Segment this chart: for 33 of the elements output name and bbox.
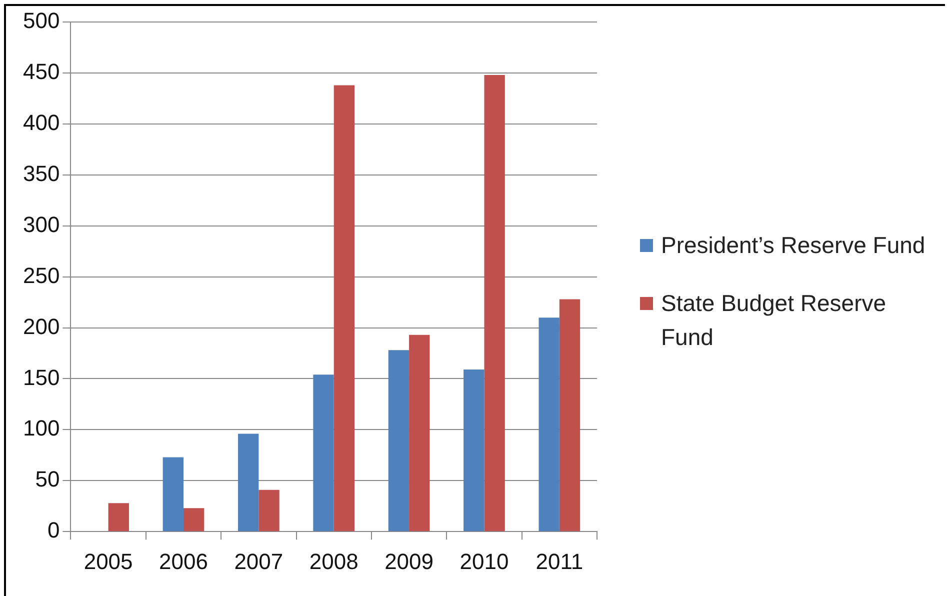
x-tick-label: 2005 [84, 548, 133, 574]
bar [409, 334, 430, 532]
x-tick-label: 2011 [536, 548, 584, 574]
y-tick-label: 150 [22, 364, 60, 390]
bar [313, 374, 334, 532]
bar [464, 370, 484, 532]
y-tick-label: 250 [22, 262, 60, 288]
bar [108, 503, 129, 532]
y-tick-label: 200 [22, 314, 60, 339]
bar [162, 457, 184, 532]
bar [183, 508, 204, 532]
x-tick-label: 2009 [384, 548, 434, 574]
x-tick-label: 2010 [460, 548, 509, 574]
y-tick-label: 50 [35, 466, 60, 492]
y-tick-label: 100 [22, 416, 60, 441]
x-tick-label: 2007 [234, 548, 284, 574]
bar [484, 75, 505, 532]
y-tick-label: 500 [22, 8, 60, 34]
y-tick-label: 350 [22, 160, 60, 186]
y-tick-label: 450 [22, 59, 60, 84]
legend-label: President’s Reserve Fund [661, 231, 926, 260]
bar [538, 318, 560, 532]
bar [238, 434, 259, 532]
y-tick-label: 300 [22, 212, 60, 237]
legend-label: State Budget Reserve Fund [661, 289, 888, 352]
bar [258, 490, 280, 532]
y-tick-label: 0 [47, 518, 60, 543]
bar [388, 350, 410, 532]
bar [334, 85, 355, 532]
x-tick-label: 2006 [159, 548, 208, 574]
bar [559, 299, 580, 532]
y-tick-label: 400 [22, 110, 60, 135]
x-tick-label: 2008 [309, 548, 358, 574]
